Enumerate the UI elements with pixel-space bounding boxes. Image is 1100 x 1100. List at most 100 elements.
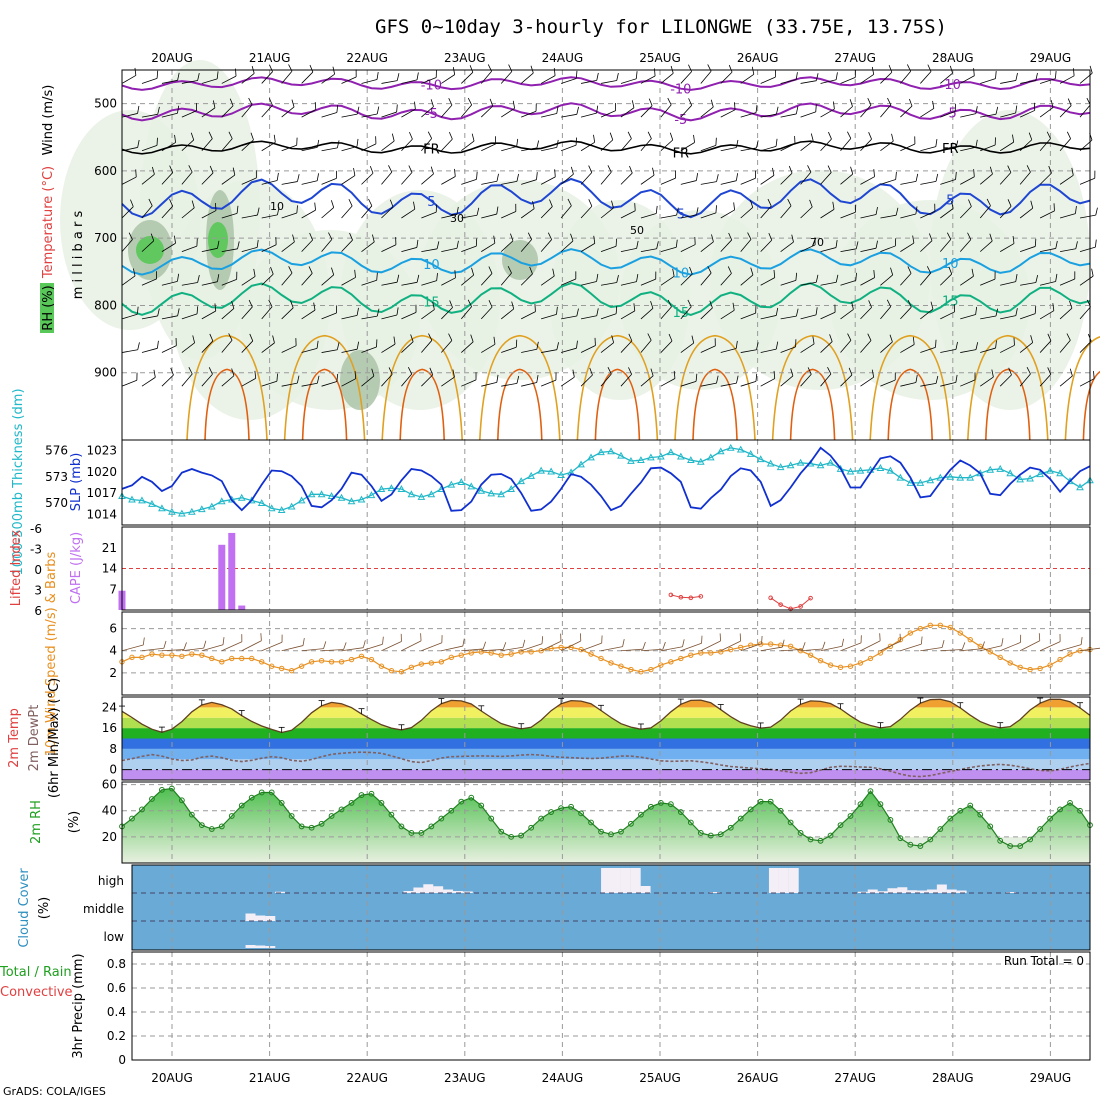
wind10-barb-shaft bbox=[560, 640, 581, 652]
wind-barb-flag bbox=[1034, 238, 1037, 247]
wind-barb-shaft bbox=[780, 241, 794, 252]
wind-barb-shaft bbox=[920, 272, 931, 286]
wind10-barb bbox=[221, 634, 243, 652]
cloud-block-high bbox=[620, 868, 631, 893]
wind10-barb-shaft bbox=[1039, 641, 1061, 652]
wind-barb-flag bbox=[174, 235, 176, 244]
wind-barb-flag bbox=[393, 336, 396, 345]
run-total: Run Total = 0 bbox=[1004, 954, 1084, 968]
wind-barb-shaft bbox=[441, 376, 455, 387]
wind10-barb bbox=[720, 633, 741, 652]
wind-barb-flag bbox=[1034, 102, 1036, 111]
wind-barb bbox=[1040, 273, 1058, 286]
temp-line bbox=[121, 698, 1091, 734]
rh-point bbox=[468, 794, 475, 801]
wind-barb-flag bbox=[471, 133, 475, 142]
rh-point bbox=[568, 803, 574, 810]
wind-speed-point bbox=[588, 651, 594, 657]
wind-barb-flag bbox=[751, 66, 755, 75]
wind-barb-flag bbox=[191, 200, 195, 208]
wind-barb-shaft bbox=[560, 78, 577, 84]
wind-barb bbox=[121, 67, 137, 84]
wind-barb bbox=[800, 165, 812, 185]
wind-barb bbox=[900, 266, 912, 286]
wind-speed-point bbox=[348, 656, 355, 663]
rh-point bbox=[997, 837, 1004, 844]
day-label-top: 29AUG bbox=[1030, 51, 1072, 65]
wind-barb-flag bbox=[995, 308, 999, 317]
cloud-block-high bbox=[877, 891, 888, 893]
isotherm--10 bbox=[121, 76, 1091, 91]
wind-barb-flag bbox=[955, 171, 957, 180]
wind-barb bbox=[221, 368, 235, 387]
wind-barb-shaft bbox=[401, 138, 413, 152]
wind-barb bbox=[1020, 72, 1038, 84]
wind-barb bbox=[521, 374, 539, 387]
wind-barb-shaft bbox=[900, 70, 912, 84]
wind-barb-shaft bbox=[540, 176, 556, 185]
wind-barb-flag bbox=[667, 299, 672, 308]
wind-barb bbox=[381, 165, 393, 185]
cloud-block-high bbox=[946, 889, 957, 893]
wind-barb bbox=[520, 266, 533, 286]
wind-barb-shaft bbox=[281, 70, 293, 84]
wind-barb-shaft bbox=[680, 244, 696, 252]
wind-barb-flag bbox=[416, 274, 420, 283]
wind-barb-shaft bbox=[201, 340, 214, 353]
wind-barb-flag bbox=[1015, 72, 1018, 81]
wind-barb bbox=[381, 199, 394, 219]
wind-speed-point bbox=[219, 659, 225, 665]
wind-barb-shaft bbox=[1039, 138, 1051, 151]
wind-barb-flag bbox=[216, 71, 219, 79]
wind-barb-flag bbox=[356, 106, 360, 115]
wind-barb-shaft bbox=[920, 180, 937, 185]
wind-barb bbox=[780, 368, 794, 387]
wind-barb-shaft bbox=[321, 381, 338, 387]
wind-barb-shaft bbox=[1079, 214, 1096, 219]
wind-barb bbox=[161, 134, 177, 152]
wind-barb bbox=[221, 333, 233, 353]
dewpoint-line bbox=[121, 751, 1091, 778]
thickness-point bbox=[158, 504, 166, 512]
wind-barb bbox=[1020, 274, 1039, 286]
wind-barb bbox=[401, 239, 419, 253]
thickness-point bbox=[207, 502, 216, 510]
wind-barb-flag bbox=[555, 372, 557, 381]
wind-barb-flag bbox=[593, 134, 596, 143]
wind-barb-flag bbox=[628, 367, 633, 375]
thickness-point bbox=[188, 507, 196, 515]
wind-barb-shaft bbox=[860, 176, 875, 185]
wind-barb-shaft bbox=[1040, 281, 1056, 286]
wind-barb-shaft bbox=[720, 309, 735, 320]
wind-barb-flag bbox=[615, 306, 618, 314]
wind-barb-flag bbox=[157, 308, 160, 317]
wind-barb-shaft bbox=[580, 112, 597, 118]
wind-barb-shaft bbox=[520, 273, 533, 286]
wind-barb-flag bbox=[292, 234, 295, 243]
wind-barb bbox=[600, 366, 612, 387]
thickness-point bbox=[377, 485, 386, 492]
wind-barb-flag bbox=[157, 106, 160, 115]
wind-speed-point bbox=[847, 663, 854, 669]
thickness-point bbox=[826, 458, 835, 466]
wind-barb bbox=[580, 367, 593, 387]
wind-barb-flag bbox=[228, 131, 233, 139]
li-line bbox=[770, 597, 811, 610]
wind-barb-flag bbox=[268, 98, 273, 106]
wind-speed-point bbox=[438, 659, 445, 665]
wind-barb-flag bbox=[951, 200, 954, 209]
wind-barb-flag bbox=[369, 165, 374, 174]
wind-barb bbox=[141, 70, 159, 84]
wind-speed-point bbox=[268, 663, 275, 669]
wind-barb-shaft bbox=[1039, 172, 1052, 185]
thickness-point bbox=[936, 473, 945, 481]
wind-barb-shaft bbox=[421, 77, 437, 84]
wind10-barb-shaft bbox=[820, 645, 843, 652]
isotherm-FR bbox=[121, 140, 1091, 155]
wind-barb-shaft bbox=[560, 240, 574, 252]
wind10-barb-shaft bbox=[1000, 642, 1021, 652]
wind-barb-flag bbox=[1093, 371, 1095, 379]
wind-barb-shaft bbox=[261, 273, 274, 286]
wind-barb-flag bbox=[955, 140, 959, 149]
wind-barb-flag bbox=[132, 268, 136, 277]
